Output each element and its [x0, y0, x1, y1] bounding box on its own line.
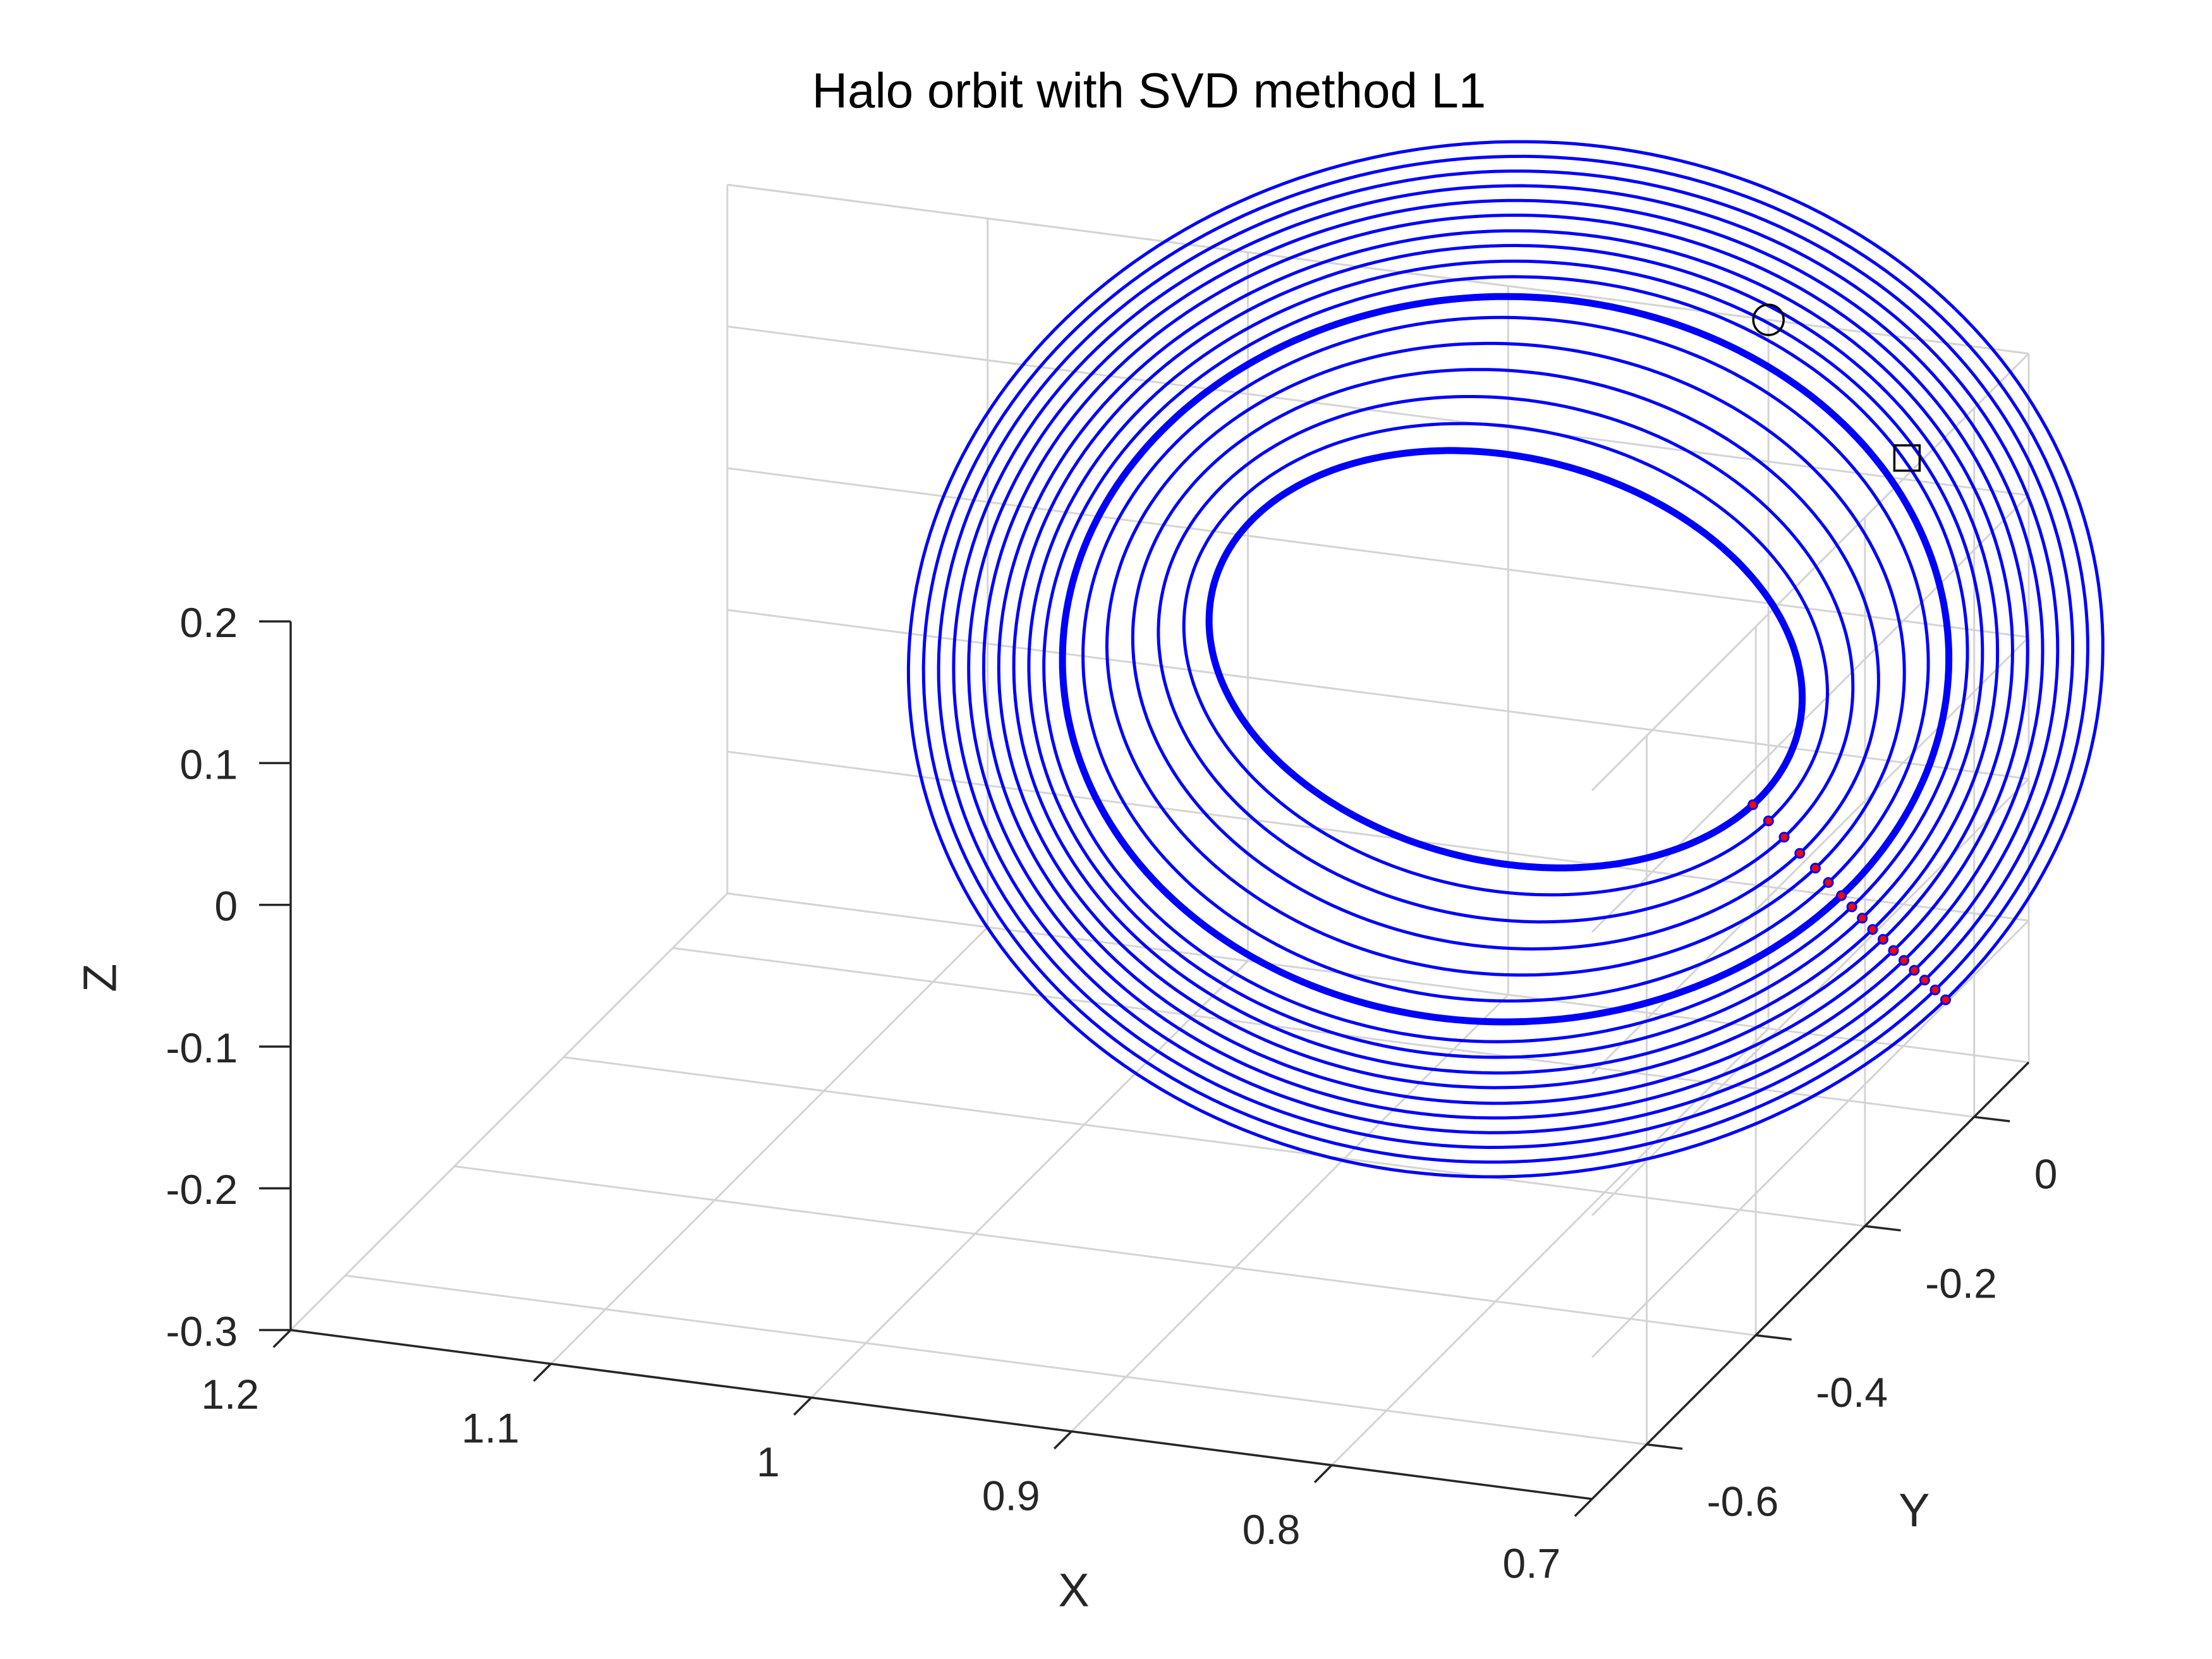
initial-condition-point: [1823, 877, 1834, 888]
z-tick-label: -0.3: [166, 1308, 238, 1354]
halo-orbit-line: [967, 198, 2045, 1120]
grid-line: [672, 947, 1974, 1118]
initial-condition-point: [1836, 890, 1847, 901]
x-tick-label: 1.2: [201, 1371, 259, 1418]
initial-condition-point: [1888, 945, 1899, 956]
halo-orbit-line: [1027, 259, 1984, 1059]
grid-line: [1591, 353, 2030, 791]
x-axis-label: X: [1058, 1564, 1089, 1617]
y-tick: [1864, 1225, 1901, 1232]
y-axis-line: [1591, 1061, 2030, 1500]
initial-condition-point: [1909, 964, 1920, 976]
halo-orbit-line: [982, 214, 2029, 1105]
initial-condition-point: [1747, 799, 1759, 810]
y-axis-label: Y: [1899, 1484, 1929, 1536]
halo-orbit-line: [952, 184, 2060, 1134]
z-tick-label: 0.1: [179, 741, 238, 787]
initial-condition-point: [1929, 984, 1941, 995]
x-tick-label: 0.8: [1243, 1506, 1301, 1553]
initial-condition-point: [1846, 901, 1857, 913]
grid-line: [289, 892, 728, 1331]
grid-line: [345, 1274, 1647, 1445]
axes: [259, 620, 2030, 1517]
y-tick-label: -0.2: [1925, 1260, 1997, 1306]
tick-labels: 0.2 0.1 0 -0.1 -0.2 -0.3 1.2 1.1 1 0.9 0.8 0.7 -0.6 -…: [73, 599, 2057, 1617]
x-tick: [1313, 1464, 1333, 1483]
initial-condition-point: [1857, 913, 1868, 924]
grid-line: [1591, 920, 2030, 1358]
z-tick-label: -0.1: [166, 1024, 238, 1071]
grid-line: [727, 183, 2029, 355]
x-tick: [1574, 1498, 1593, 1517]
x-axis-line: [290, 1328, 1593, 1500]
y-tick: [1646, 1443, 1683, 1450]
grid-line: [727, 750, 2029, 922]
halo-orbit-line: [1205, 447, 1806, 872]
halo-orbit-line: [1042, 275, 1969, 1043]
grid-line: [550, 927, 988, 1365]
square-marker: [1893, 444, 1921, 472]
z-axis-label: Z: [73, 964, 126, 992]
grid-lines: [289, 183, 2030, 1500]
grid-line: [727, 609, 2029, 780]
grid-line: [1071, 994, 1509, 1432]
z-tick-label: 0.2: [179, 599, 238, 646]
z-tick-label: 0: [214, 883, 238, 930]
grid-line: [454, 1165, 1756, 1337]
y-tick: [1974, 1115, 2010, 1122]
initial-condition-point: [1940, 994, 1951, 1006]
halo-orbit-line: [1081, 315, 1930, 1003]
y-tick-label: -0.4: [1816, 1369, 1888, 1416]
x-tick: [533, 1363, 552, 1382]
x-tick-label: 0.9: [982, 1473, 1040, 1519]
initial-condition-point: [1899, 955, 1909, 966]
x-tick-label: 1: [757, 1438, 780, 1485]
initial-condition-point: [1778, 832, 1790, 843]
x-tick: [793, 1397, 812, 1416]
x-tick: [272, 1329, 292, 1348]
libration-point-marker: [1752, 303, 1785, 336]
initial-condition-point: [1919, 975, 1930, 986]
grid-line: [563, 1056, 1866, 1227]
x-tick-label: 1.1: [461, 1405, 520, 1452]
x-tick: [1053, 1430, 1073, 1450]
initial-condition-point: [1809, 863, 1821, 874]
initial-condition-point: [1794, 848, 1806, 859]
initial-condition-point: [1867, 924, 1878, 935]
x-tick-label: 0.7: [1503, 1540, 1561, 1586]
halo-orbit-line: [1157, 395, 1855, 924]
halo-orbit-line: [921, 154, 2089, 1164]
halo-orbit-line: [1059, 293, 1953, 1026]
z-tick-label: -0.2: [166, 1166, 238, 1213]
grid-line: [727, 467, 2029, 638]
orbit-family: [906, 140, 2105, 1179]
initial-condition-point: [1878, 933, 1888, 945]
y-tick-label: -0.6: [1707, 1478, 1779, 1525]
initial-condition-point: [1763, 815, 1774, 827]
y-tick: [1755, 1334, 1792, 1341]
grid-line: [727, 892, 2029, 1064]
chart-title: Halo orbit with SVD method L1: [812, 63, 1486, 118]
halo-orbit-line: [997, 229, 2014, 1090]
markers: [1747, 303, 1951, 1006]
grid-line: [810, 960, 1249, 1399]
y-tick-label: 0: [2034, 1151, 2058, 1198]
